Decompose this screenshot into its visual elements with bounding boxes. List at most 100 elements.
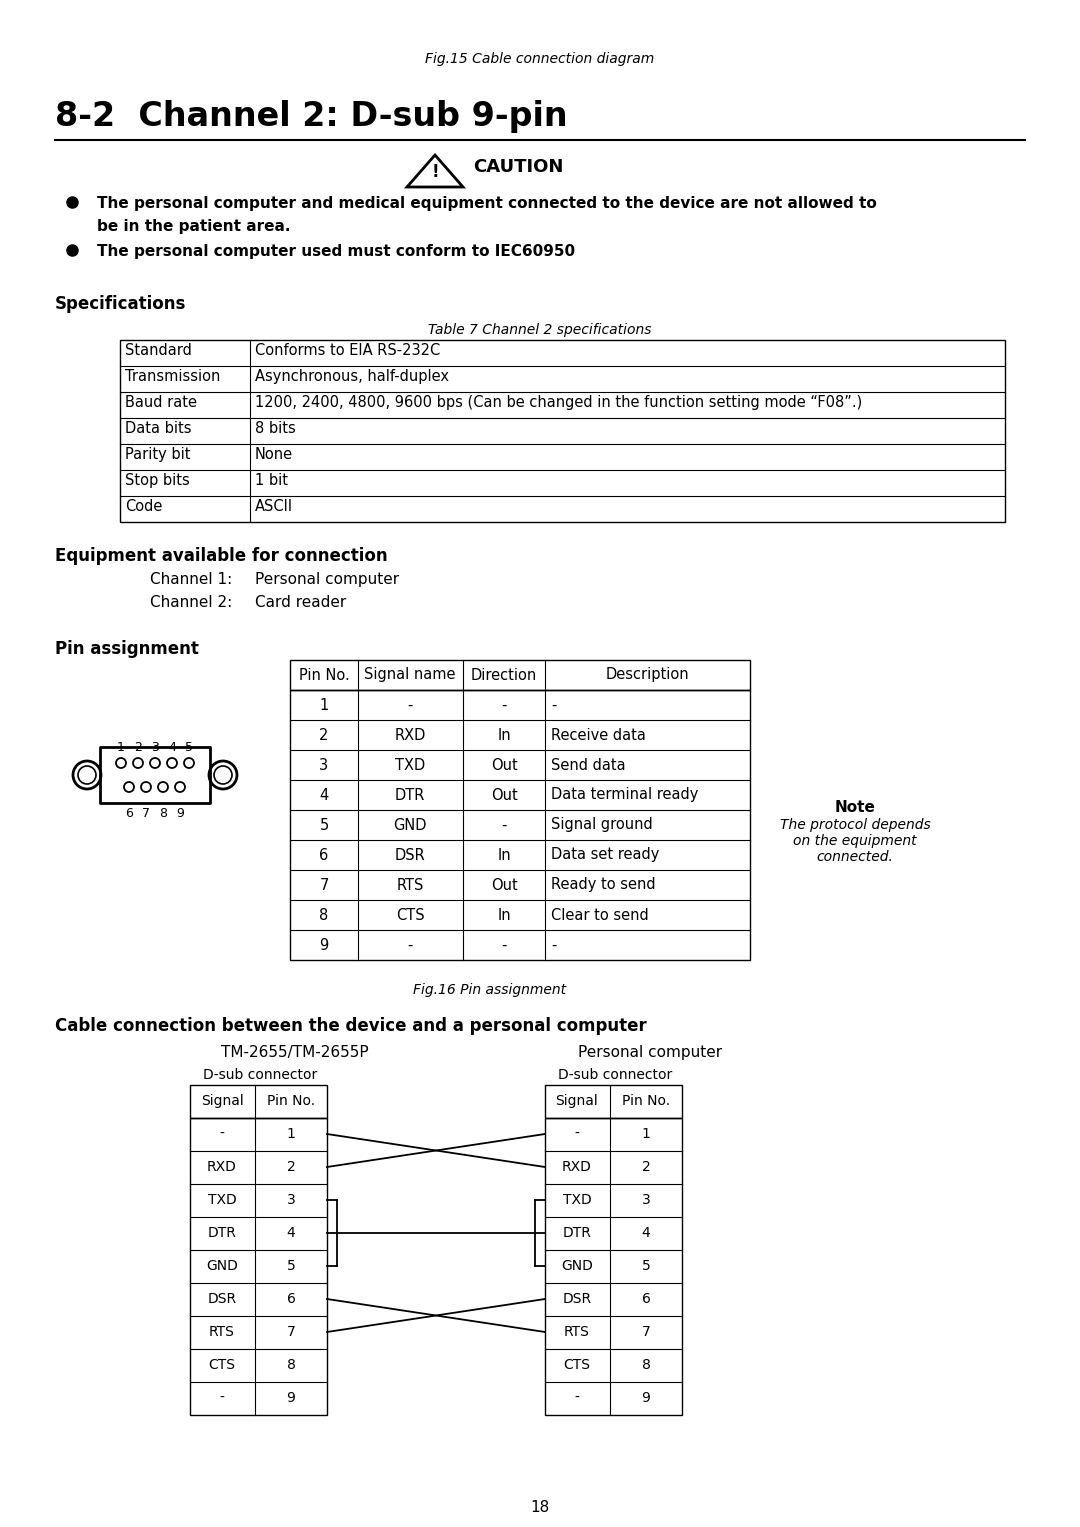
Text: Signal: Signal [201, 1093, 243, 1109]
Text: 1200, 2400, 4800, 9600 bps (Can be changed in the function setting mode “F08”.): 1200, 2400, 4800, 9600 bps (Can be chang… [255, 395, 862, 411]
Text: DTR: DTR [207, 1226, 237, 1240]
Text: 4: 4 [320, 788, 328, 803]
Text: Signal: Signal [555, 1093, 598, 1109]
Text: Baud rate: Baud rate [125, 395, 197, 411]
Text: RXD: RXD [207, 1161, 237, 1174]
Text: Personal computer: Personal computer [578, 1044, 723, 1060]
Text: Description: Description [605, 667, 689, 683]
Text: GND: GND [562, 1258, 593, 1274]
Text: Card reader: Card reader [255, 596, 347, 609]
Text: Signal name: Signal name [364, 667, 456, 683]
Text: -: - [219, 1391, 225, 1405]
Text: 3: 3 [151, 741, 159, 754]
Text: Note: Note [835, 800, 876, 815]
Text: Table 7 Channel 2 specifications: Table 7 Channel 2 specifications [429, 324, 651, 337]
Text: Out: Out [490, 757, 517, 773]
Text: 5: 5 [642, 1258, 650, 1274]
Bar [545, 1118, 681, 1416]
Text: In: In [497, 727, 511, 742]
Text: 6: 6 [286, 1292, 296, 1306]
Text: DSR: DSR [207, 1292, 237, 1306]
Bar [190, 1086, 327, 1118]
Text: RTS: RTS [210, 1325, 235, 1339]
Text: TM-2655/TM-2655P: TM-2655/TM-2655P [221, 1044, 368, 1060]
Text: Data terminal ready: Data terminal ready [551, 788, 699, 803]
Text: !: ! [431, 163, 438, 182]
Text: be in the patient area.: be in the patient area. [97, 218, 291, 234]
Text: Direction: Direction [471, 667, 537, 683]
Text: DSR: DSR [394, 847, 426, 863]
Text: Pin assignment: Pin assignment [55, 640, 199, 658]
Bar [291, 660, 750, 690]
Text: Pin No.: Pin No. [622, 1093, 670, 1109]
Text: -: - [407, 698, 413, 713]
Text: GND: GND [393, 817, 427, 832]
Text: -: - [219, 1127, 225, 1141]
Text: D-sub connector: D-sub connector [558, 1067, 672, 1083]
Text: CTS: CTS [564, 1358, 591, 1371]
Text: 2: 2 [642, 1161, 650, 1174]
Text: -: - [575, 1127, 580, 1141]
Bar [120, 341, 1005, 522]
Text: CAUTION: CAUTION [473, 157, 564, 176]
Text: TXD: TXD [207, 1193, 237, 1206]
Text: 8: 8 [642, 1358, 650, 1371]
Text: 5: 5 [185, 741, 193, 754]
Text: None: None [255, 447, 293, 463]
Text: 9: 9 [642, 1391, 650, 1405]
Text: Data set ready: Data set ready [551, 847, 660, 863]
Text: GND: GND [206, 1258, 238, 1274]
Text: RXD: RXD [394, 727, 426, 742]
Text: 18: 18 [530, 1500, 550, 1515]
Text: 1: 1 [286, 1127, 296, 1141]
Text: -: - [551, 698, 556, 713]
Text: 1 bit: 1 bit [255, 473, 288, 489]
Bar [291, 690, 750, 960]
Text: 1: 1 [642, 1127, 650, 1141]
Text: DTR: DTR [395, 788, 426, 803]
Text: Fig.16 Pin assignment: Fig.16 Pin assignment [414, 983, 567, 997]
Text: 9: 9 [176, 806, 184, 820]
Text: 4: 4 [642, 1226, 650, 1240]
Text: DSR: DSR [563, 1292, 592, 1306]
Text: Data bits: Data bits [125, 421, 191, 437]
Text: TXD: TXD [395, 757, 426, 773]
Text: Parity bit: Parity bit [125, 447, 190, 463]
Text: Clear to send: Clear to send [551, 907, 649, 922]
Text: 1: 1 [117, 741, 125, 754]
Text: 6: 6 [125, 806, 133, 820]
Text: Cable connection between the device and a personal computer: Cable connection between the device and … [55, 1017, 647, 1035]
Text: 7: 7 [286, 1325, 295, 1339]
Text: Out: Out [490, 878, 517, 892]
Text: Send data: Send data [551, 757, 625, 773]
Text: 2: 2 [320, 727, 328, 742]
Text: CTS: CTS [395, 907, 424, 922]
Text: Pin No.: Pin No. [267, 1093, 315, 1109]
Text: -: - [407, 938, 413, 953]
Text: D-sub connector: D-sub connector [203, 1067, 318, 1083]
Text: 6: 6 [320, 847, 328, 863]
Bar [545, 1086, 681, 1118]
Text: 1: 1 [320, 698, 328, 713]
Text: 2: 2 [286, 1161, 295, 1174]
Text: RTS: RTS [564, 1325, 590, 1339]
Text: The protocol depends
on the equipment
connected.: The protocol depends on the equipment co… [780, 818, 930, 864]
Text: 7: 7 [141, 806, 150, 820]
Text: Equipment available for connection: Equipment available for connection [55, 547, 388, 565]
Text: -: - [575, 1391, 580, 1405]
Text: Pin No.: Pin No. [299, 667, 349, 683]
Text: The personal computer used must conform to IEC60950: The personal computer used must conform … [97, 244, 576, 260]
Text: In: In [497, 907, 511, 922]
Text: Receive data: Receive data [551, 727, 646, 742]
Text: Signal ground: Signal ground [551, 817, 652, 832]
Text: 3: 3 [642, 1193, 650, 1206]
Text: Fig.15 Cable connection diagram: Fig.15 Cable connection diagram [426, 52, 654, 66]
Text: Conforms to EIA RS-232C: Conforms to EIA RS-232C [255, 344, 441, 357]
Text: 7: 7 [320, 878, 328, 892]
Text: Transmission: Transmission [125, 370, 220, 383]
Text: The personal computer and medical equipment connected to the device are not allo: The personal computer and medical equipm… [97, 195, 877, 211]
Text: 8: 8 [159, 806, 167, 820]
Text: RTS: RTS [396, 878, 423, 892]
Text: DTR: DTR [563, 1226, 592, 1240]
Text: Asynchronous, half-duplex: Asynchronous, half-duplex [255, 370, 449, 383]
